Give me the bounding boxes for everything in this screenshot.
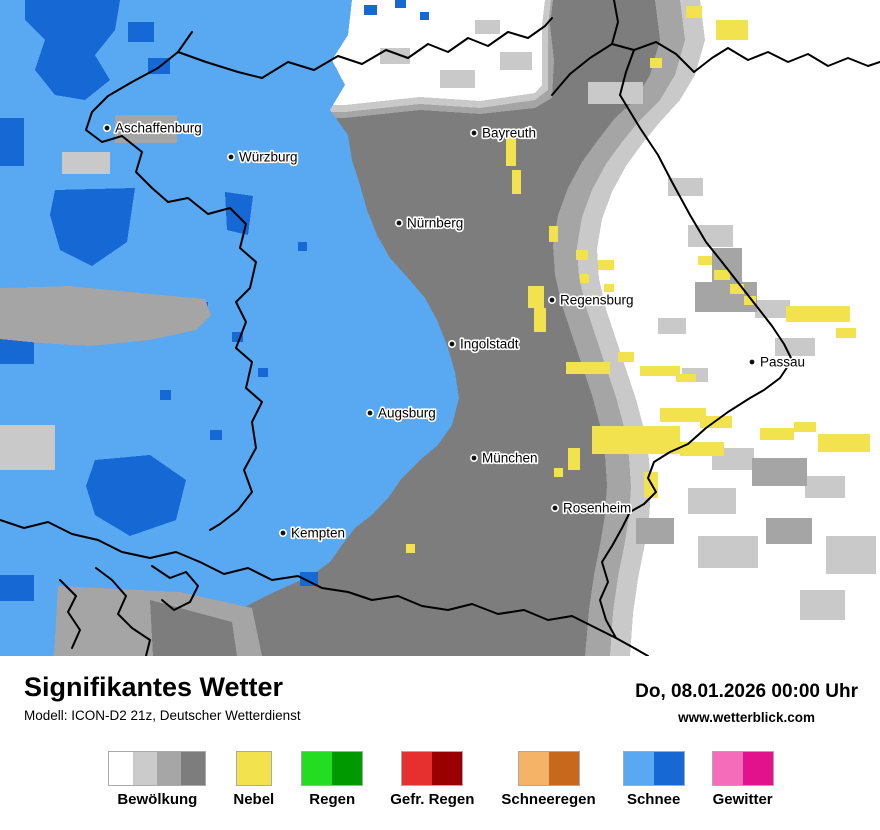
city-marker: Regensburg — [547, 291, 635, 309]
city-label: Würzburg — [239, 150, 298, 165]
legend-swatch — [402, 752, 433, 785]
city-marker: Würzburg — [227, 148, 299, 166]
border-southwest-detail-3 — [151, 565, 199, 611]
city-dot — [469, 129, 478, 138]
state-borders — [0, 0, 880, 656]
legend-swatch — [712, 752, 743, 785]
weather-map-svg: Aschaffenburg Würzburg Bayreuth Nürnberg Reg… — [0, 0, 880, 656]
city-dot — [227, 153, 236, 162]
weather-map: Aschaffenburg Würzburg Bayreuth Nürnberg Reg… — [0, 0, 880, 656]
city-label: Ingolstadt — [460, 337, 519, 352]
footer-left: Signifikantes Wetter Modell: ICON-D2 21z… — [24, 672, 301, 723]
page-title: Signifikantes Wetter — [24, 672, 284, 702]
city-label: Rosenheim — [563, 501, 631, 516]
legend-swatch — [133, 752, 158, 785]
city-marker: Kempten — [278, 524, 347, 542]
border-northeast-connector — [619, 49, 635, 96]
city-label: Regensburg — [560, 293, 634, 308]
legend-swatch — [518, 752, 549, 785]
legend-swatch — [157, 752, 182, 785]
legend-item: Nebel — [233, 751, 274, 808]
city-marker: Augsburg — [365, 404, 437, 422]
footer-right: Do, 08.01.2026 00:00 Uhr www.wetterblick… — [635, 672, 858, 725]
city-label: Aschaffenburg — [115, 121, 202, 136]
border-south — [0, 519, 649, 656]
city-marker: Passau — [747, 353, 807, 371]
legend-swatch — [548, 752, 579, 785]
city-marker: München — [469, 449, 539, 467]
model-info: Modell: ICON-D2 21z, Deutscher Wetterdie… — [24, 708, 301, 724]
legend-label: Gewitter — [712, 791, 773, 808]
city-label: Nürnberg — [407, 216, 463, 231]
legend-swatches — [235, 751, 272, 786]
website-link: www.wetterblick.com — [678, 710, 815, 725]
legend-swatch — [302, 752, 333, 785]
border-northeast — [551, 41, 880, 96]
city-marker: Aschaffenburg — [103, 119, 203, 137]
border-north — [177, 17, 553, 79]
border-southwest-detail-2 — [59, 579, 81, 649]
border-southwest-detail-1 — [95, 567, 151, 656]
cloud-patches-light — [380, 20, 876, 620]
city-dot — [365, 408, 374, 417]
legend-swatch — [653, 752, 684, 785]
city-dot — [747, 357, 756, 366]
legend-item: Gefr. Regen — [390, 751, 474, 808]
legend-swatches — [622, 751, 685, 786]
city-marker: Bayreuth — [469, 124, 538, 142]
city-label: Passau — [760, 355, 805, 370]
legend-swatch — [742, 752, 773, 785]
legend-item: Gewitter — [711, 751, 774, 808]
city-marker: Rosenheim — [550, 499, 633, 517]
city-dot — [547, 295, 556, 304]
legend-item: Regen — [301, 751, 364, 808]
legend-item: Bewölkung — [108, 751, 207, 808]
cities-layer: Aschaffenburg Würzburg Bayreuth Nürnberg Reg… — [103, 119, 807, 542]
legend-item: Schnee — [622, 751, 685, 808]
legend-swatches — [401, 751, 464, 786]
footer-row: Signifikantes Wetter Modell: ICON-D2 21z… — [24, 672, 858, 725]
legend-swatches — [517, 751, 580, 786]
cloud-patch-bottom-left-dark — [150, 600, 237, 656]
map-footer: Signifikantes Wetter Modell: ICON-D2 21z… — [0, 656, 880, 830]
city-dot — [278, 528, 287, 537]
forecast-datetime: Do, 08.01.2026 00:00 Uhr — [635, 681, 858, 702]
city-label: München — [482, 451, 538, 466]
city-dot — [550, 503, 559, 512]
cloud-patches-in-snow-light — [0, 152, 110, 470]
city-label: Kempten — [291, 526, 345, 541]
city-marker: Ingolstadt — [447, 335, 520, 353]
border-west — [85, 31, 263, 531]
legend-label: Regen — [309, 791, 356, 808]
legend-label: Schneeregen — [501, 791, 596, 808]
legend-swatch — [432, 752, 463, 785]
legend-swatches — [301, 751, 364, 786]
legend-item: Schneeregen — [501, 751, 596, 808]
legend: Bewölkung Nebel Regen Gefr. Regen Schneerege… — [24, 751, 858, 808]
city-dot — [447, 339, 456, 348]
city-dot — [469, 453, 478, 462]
city-label: Bayreuth — [482, 126, 536, 141]
legend-label: Gefr. Regen — [390, 791, 475, 808]
border-northeast-branch — [611, 0, 619, 45]
border-east — [599, 94, 793, 639]
city-label: Augsburg — [378, 406, 436, 421]
legend-swatch — [181, 752, 206, 785]
legend-swatches — [108, 751, 207, 786]
city-marker: Nürnberg — [394, 214, 465, 232]
legend-swatch — [332, 752, 363, 785]
legend-swatches — [711, 751, 774, 786]
legend-label: Bewölkung — [117, 791, 198, 808]
legend-swatch — [236, 752, 271, 785]
city-dot — [103, 124, 112, 133]
legend-swatch — [623, 752, 654, 785]
cloud-patches-medium — [636, 248, 812, 544]
legend-label: Schnee — [626, 791, 681, 808]
legend-swatch — [109, 752, 134, 785]
legend-label: Nebel — [233, 791, 275, 808]
city-dot — [394, 219, 403, 228]
